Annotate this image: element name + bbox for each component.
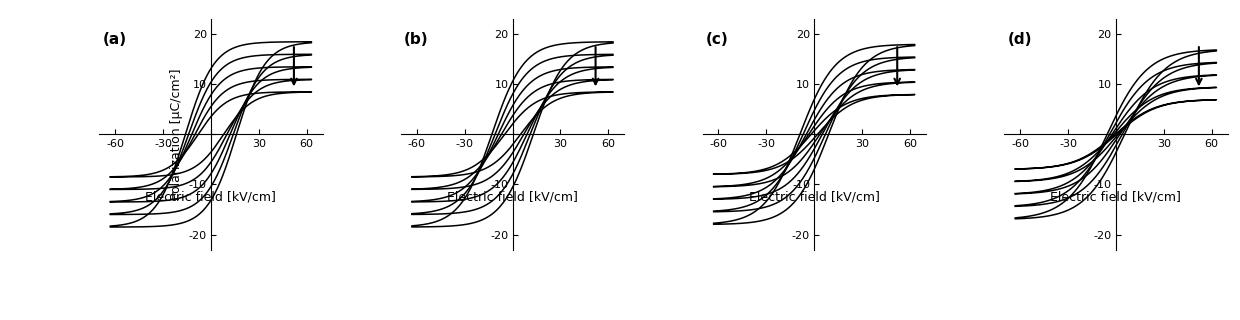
Text: (d): (d) [1007, 32, 1032, 47]
Text: (a): (a) [103, 32, 126, 47]
Y-axis label: Polarization [μC/cm²]: Polarization [μC/cm²] [170, 69, 184, 200]
X-axis label: Electric field [kV/cm]: Electric field [kV/cm] [1050, 190, 1182, 203]
X-axis label: Electric field [kV/cm]: Electric field [kV/cm] [145, 190, 277, 203]
Text: (c): (c) [706, 32, 728, 47]
X-axis label: Electric field [kV/cm]: Electric field [kV/cm] [448, 190, 578, 203]
X-axis label: Electric field [kV/cm]: Electric field [kV/cm] [749, 190, 879, 203]
Text: (b): (b) [404, 32, 429, 47]
